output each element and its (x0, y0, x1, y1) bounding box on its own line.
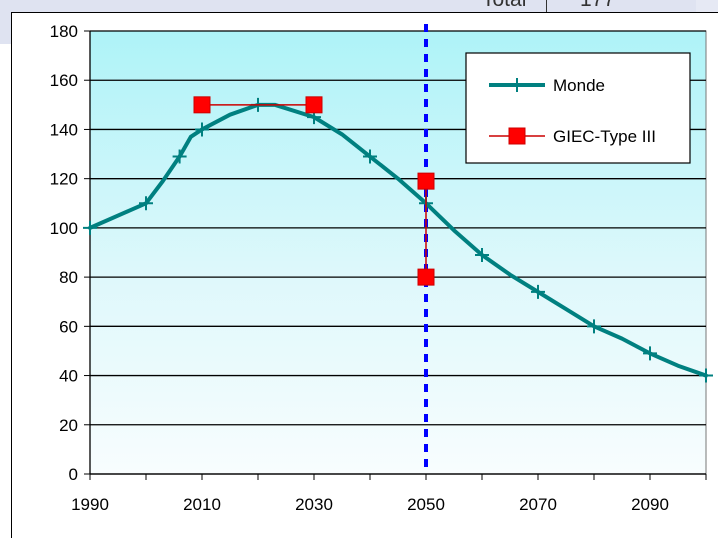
x-tick-label: 2030 (295, 495, 333, 514)
series-monde-point (139, 196, 153, 211)
x-tick-label: 2070 (519, 495, 557, 514)
y-tick-label: 100 (50, 219, 78, 238)
y-tick-label: 80 (59, 268, 78, 287)
background-total-value: 177 (580, 0, 615, 12)
series-monde-point (587, 319, 601, 334)
legend-giec-marker (508, 127, 526, 145)
axes (84, 30, 707, 480)
series-monde-point (172, 149, 187, 164)
y-tick-label: 160 (50, 71, 78, 90)
legend: Monde GIEC-Type III (465, 52, 691, 164)
series-giec-point (305, 96, 323, 114)
x-tick-label: 2050 (407, 495, 445, 514)
series-monde-point (83, 220, 97, 235)
y-tick-label: 60 (59, 317, 78, 336)
y-tick-label: 20 (59, 416, 78, 435)
x-tick-label: 2090 (631, 495, 669, 514)
legend-monde-label: Monde (553, 76, 605, 95)
series-giec-point (417, 172, 435, 190)
legend-giec-label: GIEC-Type III (553, 127, 656, 146)
series-giec-point (193, 96, 211, 114)
y-tick-label: 140 (50, 120, 78, 139)
series-monde-point (363, 149, 377, 164)
x-tick-label: 2010 (183, 495, 221, 514)
y-tick-label: 0 (69, 465, 78, 484)
legend-box (465, 52, 691, 164)
y-tick-label: 180 (50, 22, 78, 41)
series-monde-point (531, 284, 545, 299)
background-total-label: Total (482, 0, 526, 12)
y-tick-label: 40 (59, 367, 78, 386)
series-monde-point (475, 247, 489, 262)
legend-monde-marker (510, 78, 524, 92)
series-giec-point (417, 268, 435, 286)
series-monde-point (699, 368, 713, 383)
x-tick-label: 1990 (71, 495, 109, 514)
background-cell-divider (546, 0, 547, 14)
axis-labels: 0 20 40 60 80 100 120 140 160 180 1990 2010 2030 2050… (50, 22, 669, 514)
series-monde-point (195, 122, 209, 137)
series-monde-point (643, 346, 657, 361)
y-tick-label: 120 (50, 170, 78, 189)
chart-series (83, 96, 713, 383)
